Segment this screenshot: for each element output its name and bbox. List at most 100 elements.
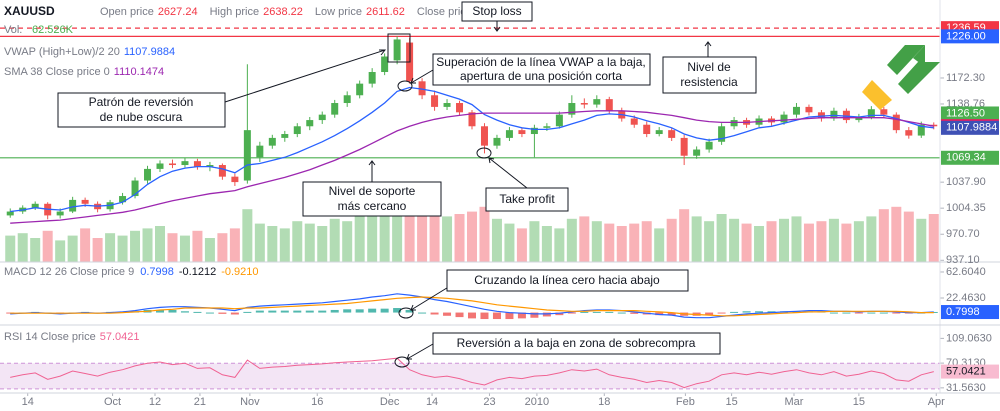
candle-body (705, 141, 713, 150)
histogram-bar (705, 312, 714, 316)
arrow (488, 157, 528, 189)
histogram-bar (892, 312, 901, 314)
histogram-bar (480, 312, 489, 320)
histogram-bar (842, 312, 851, 314)
histogram-bar (430, 312, 439, 315)
candle-body (593, 99, 601, 105)
annotation-text: Patrón de reversión (89, 95, 194, 109)
arrow (493, 21, 501, 32)
y-tick-label: 109.0630 (946, 332, 992, 344)
annotation-box (485, 187, 569, 212)
volume-bar (204, 238, 215, 262)
volume-bar (504, 223, 515, 262)
histogram-bar (230, 312, 239, 315)
annotation-box (662, 56, 757, 94)
candle-body (905, 130, 913, 136)
volume-bar (67, 235, 78, 262)
candle-body (830, 110, 838, 119)
header: XAUUSD Open price 2627.24 High price 2638.2… (4, 4, 516, 18)
candle-body (256, 145, 264, 158)
volume-bar (654, 228, 665, 262)
candle-body (331, 103, 339, 115)
volume-bar (267, 226, 278, 262)
candle-body (168, 163, 176, 166)
candle-body (343, 95, 351, 104)
volume-bar (155, 226, 165, 262)
volume-bar (729, 218, 740, 262)
volume-bar (579, 216, 590, 262)
candle-body (880, 109, 888, 115)
volume-bar (754, 226, 765, 262)
candle-body (555, 114, 563, 127)
candle-body (892, 114, 900, 131)
info-label: High price (210, 6, 260, 18)
annotation-box (302, 181, 442, 217)
candle-body (456, 103, 464, 113)
candle-body (480, 126, 488, 146)
histogram-bar (555, 312, 564, 316)
axis-labels: 14 Oct 12 21 Nov 16 Dec 14 23 2010 18 Feb 15 Mar 15 Apr… (4, 21, 999, 408)
candle-body (505, 130, 513, 138)
candle-body (144, 168, 152, 181)
annotation-text: más cercano (338, 199, 407, 213)
vol-value: 62.526K (32, 24, 74, 36)
histogram-bar (468, 312, 476, 319)
volume-bar (479, 206, 490, 262)
volume-bar (491, 218, 502, 262)
histogram-bar (530, 312, 539, 318)
indicator-name: MACD 12 26 Close price 9 (4, 266, 134, 278)
histogram-bar (280, 310, 289, 313)
rsi-line (10, 357, 934, 389)
info-value: 2611.62 (366, 6, 405, 18)
candle-body (568, 103, 576, 115)
candle-body (792, 106, 800, 115)
candle-body (119, 196, 127, 203)
x-tick-label: Nov (240, 396, 260, 408)
histogram-bar (567, 312, 576, 314)
histogram-bar (505, 312, 514, 320)
histogram-bar (655, 312, 664, 316)
candle-body (231, 176, 239, 183)
candle-body (393, 39, 401, 61)
candle-body (817, 112, 825, 119)
candle-body (917, 124, 925, 136)
candle-body (805, 106, 813, 113)
candle-body (580, 103, 588, 105)
candle-body (69, 199, 77, 212)
price-badge (941, 305, 999, 320)
histogram-bar (205, 312, 214, 314)
candle-body (605, 99, 613, 111)
volume-bar (791, 216, 802, 262)
candle-body (693, 149, 701, 156)
x-tick-label: 12 (149, 396, 161, 408)
logo (862, 45, 940, 110)
histogram-bar (380, 308, 389, 313)
candle-body (718, 126, 726, 142)
y-tick-label: 937.10 (946, 254, 980, 266)
highlight-rect (387, 33, 411, 63)
price-badge (941, 150, 999, 165)
volume-bar (292, 221, 303, 262)
price-badge (941, 364, 999, 379)
arrow (704, 41, 712, 57)
x-tick-label: Dec (380, 396, 400, 408)
price-badge-label: 1069.34 (946, 152, 986, 164)
volume-bar (604, 223, 615, 262)
info-value: 2638.22 (263, 6, 303, 18)
histogram-bar (318, 310, 327, 313)
y-tick-label: 970.70 (946, 228, 980, 240)
y-tick-label: 22.4630 (946, 292, 986, 304)
rsi-band (0, 363, 940, 389)
symbol: XAUUSD (4, 4, 55, 18)
histogram-bar (667, 312, 676, 316)
x-tick-label: Mar (785, 396, 804, 408)
volume-bar (716, 214, 727, 262)
volume-bar (217, 233, 228, 262)
volume-bar (279, 228, 290, 262)
volume-bar (816, 221, 827, 262)
volume-bar (679, 209, 690, 262)
y-tick-label: 1037.90 (946, 176, 986, 188)
volume-bar (566, 218, 577, 262)
indicator-value: 57.0421 (100, 331, 140, 343)
annotation-boxes: Stop loss Superación de la línea VWAP a … (57, 1, 757, 355)
